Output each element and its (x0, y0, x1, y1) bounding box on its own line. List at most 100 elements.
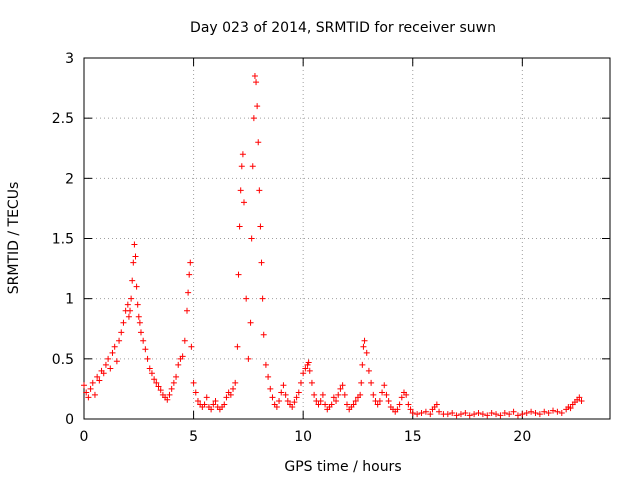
data-point (317, 397, 324, 404)
plot-frame (83, 57, 611, 420)
data-point (125, 313, 132, 320)
data-point (118, 329, 125, 336)
data-point (232, 379, 239, 386)
data-point (302, 365, 309, 372)
data-point (462, 409, 469, 416)
data-point (330, 394, 337, 401)
data-point (558, 409, 565, 416)
data-point (453, 412, 460, 419)
data-point (155, 383, 162, 390)
data-point (245, 355, 252, 362)
data-point (164, 396, 171, 403)
data-point (436, 408, 443, 415)
data-point (146, 365, 153, 372)
data-point (457, 411, 464, 418)
x-tick-label: 10 (294, 429, 312, 445)
data-point (536, 411, 543, 418)
data-point (107, 365, 114, 372)
data-point (133, 283, 140, 290)
data-point (528, 408, 535, 415)
data-point (238, 163, 245, 170)
x-tick-label: 0 (80, 429, 89, 445)
data-point (370, 391, 377, 398)
data-point (358, 379, 365, 386)
data-point (186, 271, 193, 278)
data-point (258, 259, 265, 266)
y-tick-label: 3 (65, 51, 74, 67)
data-point (567, 405, 574, 412)
x-tick-label: 15 (404, 429, 422, 445)
data-point (267, 385, 274, 392)
data-point (185, 289, 192, 296)
data-point (344, 401, 350, 408)
data-point (201, 401, 208, 408)
data-point (253, 79, 260, 86)
y-tick-label: 1.5 (52, 232, 74, 248)
data-point (376, 397, 383, 404)
data-point (297, 379, 304, 386)
data-point (418, 409, 425, 416)
grid-lines (84, 58, 610, 419)
y-tick-label: 2 (65, 171, 74, 187)
axis-ticks: 0 0.5 1 1.5 2 2.5 3 0 5 10 15 20 (52, 51, 610, 445)
data-point (282, 391, 289, 398)
data-point (251, 73, 258, 80)
data-point (188, 343, 195, 350)
data-point (545, 409, 552, 416)
x-tick-label: 5 (189, 429, 198, 445)
data-point (181, 337, 188, 344)
data-point (278, 389, 285, 396)
data-point (240, 199, 247, 206)
data-point (374, 401, 381, 408)
data-point (276, 397, 283, 404)
data-point (414, 411, 421, 418)
y-tick-label: 2.5 (52, 111, 74, 127)
data-point (234, 343, 241, 350)
data-point (449, 409, 456, 416)
data-point (422, 408, 429, 415)
data-point (192, 389, 199, 396)
data-point (96, 377, 103, 384)
data-point (493, 411, 500, 418)
data-point (113, 358, 120, 365)
data-point (471, 411, 478, 418)
data-point (175, 361, 182, 368)
data-point (212, 397, 219, 404)
data-point (523, 409, 530, 416)
data-point (100, 370, 107, 377)
data-point (385, 397, 392, 404)
data-point (94, 373, 101, 380)
data-point (81, 382, 87, 389)
data-point (300, 370, 307, 377)
data-point (184, 307, 191, 314)
data-point (273, 403, 280, 410)
data-point (576, 394, 583, 401)
data-point (519, 411, 526, 418)
data-point (394, 406, 401, 413)
data-point (368, 379, 375, 386)
data-point (466, 412, 473, 419)
data-point (554, 408, 561, 415)
data-point (444, 411, 451, 418)
data-point (305, 359, 312, 366)
data-point (360, 343, 367, 350)
data-point (127, 307, 134, 314)
data-point (170, 379, 177, 386)
data-point (295, 389, 302, 396)
data-point (187, 259, 194, 266)
data-point (259, 295, 266, 302)
data-point (311, 391, 318, 398)
data-point (132, 253, 139, 260)
y-tick-label: 1 (65, 292, 74, 308)
data-point (136, 319, 143, 326)
data-point (403, 391, 410, 398)
data-point (128, 295, 135, 302)
data-point (144, 355, 151, 362)
data-point (190, 379, 197, 386)
chart-title: Day 023 of 2014, SRMTID for receiver suw… (190, 20, 496, 36)
data-point (239, 151, 246, 158)
data-point (151, 376, 158, 383)
data-point (223, 394, 230, 401)
data-point (269, 394, 276, 401)
